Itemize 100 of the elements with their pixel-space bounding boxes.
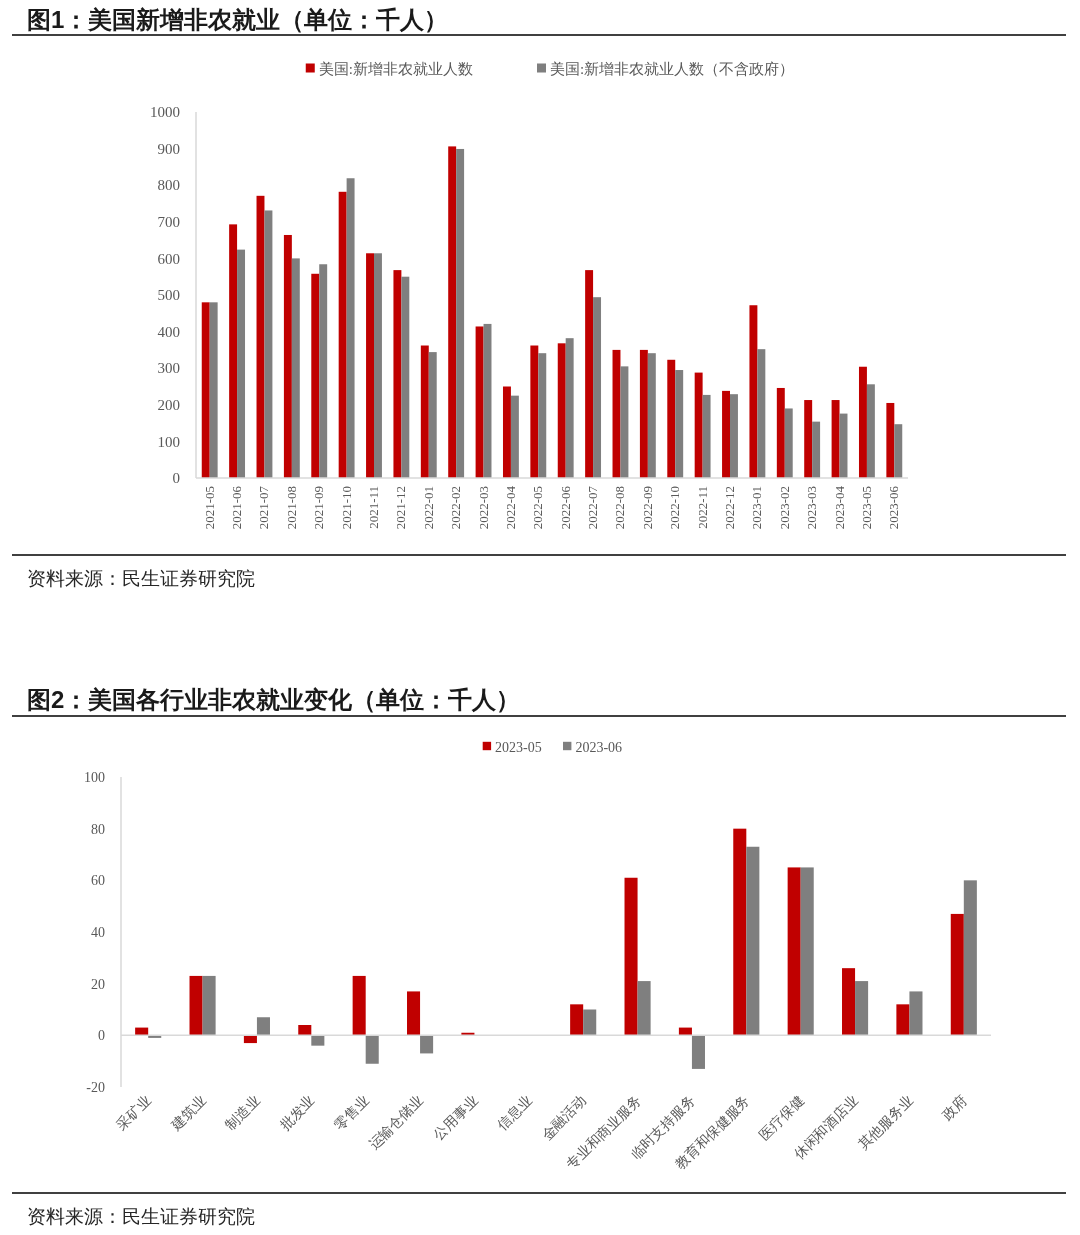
y-tick-label: 900 <box>157 140 180 157</box>
bar <box>393 270 402 478</box>
x-tick-label: 2021-12 <box>393 486 409 530</box>
legend-label: 美国:新增非农就业人数（不含政府） <box>550 61 795 78</box>
bar <box>730 394 738 478</box>
bar <box>319 264 328 478</box>
bar <box>538 353 547 478</box>
bar <box>702 394 711 478</box>
x-tick-label: 2021-10 <box>338 486 354 530</box>
bar <box>694 372 703 478</box>
bar <box>842 968 856 1036</box>
bar <box>855 981 869 1036</box>
bar <box>420 345 429 478</box>
x-tick-label: 采矿业 <box>114 1092 155 1133</box>
bar <box>746 846 760 1036</box>
bar <box>448 146 457 478</box>
bar <box>135 1027 149 1036</box>
bar <box>812 421 821 478</box>
bar <box>189 975 203 1036</box>
bar <box>570 1004 584 1036</box>
bar <box>352 975 366 1036</box>
bar <box>229 224 238 478</box>
y-tick-label: 100 <box>84 769 105 785</box>
x-tick-label: 2021-06 <box>229 485 245 530</box>
bar <box>583 1009 597 1036</box>
bar <box>620 366 629 478</box>
x-tick-label: 2021-05 <box>201 486 217 530</box>
x-tick-label: 2023-03 <box>804 486 820 530</box>
bar <box>565 338 574 478</box>
y-tick-label: 20 <box>91 976 105 992</box>
chart-title: 图2：美国各行业非农就业变化（单位：千人） <box>27 686 521 713</box>
y-tick-label: 60 <box>91 873 105 889</box>
x-tick-label: 制造业 <box>222 1092 264 1133</box>
bar <box>201 302 210 478</box>
bar <box>624 877 638 1036</box>
bar <box>950 913 964 1036</box>
bar <box>585 270 594 478</box>
y-tick-label: 300 <box>157 360 180 377</box>
bar <box>365 1035 379 1064</box>
x-tick-label: 批发业 <box>277 1092 318 1133</box>
bar <box>291 258 300 478</box>
bar <box>366 253 374 478</box>
x-tick-label: 2022-03 <box>475 486 491 530</box>
bar <box>722 390 730 478</box>
x-tick-label: 2021-11 <box>366 486 381 529</box>
bar <box>784 408 793 478</box>
bar <box>407 991 421 1036</box>
legend-label: 美国:新增非农就业人数 <box>318 61 473 78</box>
bar <box>311 1035 325 1046</box>
x-tick-label: 2022-10 <box>667 486 683 530</box>
bar <box>858 366 867 478</box>
x-tick-label: 2023-02 <box>776 486 792 530</box>
y-tick-label: 1000 <box>150 104 180 121</box>
x-tick-label: 2023-04 <box>831 485 847 530</box>
y-tick-label: -20 <box>86 1079 105 1095</box>
bar <box>787 867 801 1036</box>
x-tick-label: 政府 <box>939 1092 970 1123</box>
bar <box>420 1035 434 1054</box>
x-tick-label: 2022-07 <box>585 485 601 530</box>
text: 资料来源：民生证券研究院 <box>27 1206 255 1227</box>
bar <box>346 178 355 478</box>
x-tick-label: 零售业 <box>331 1092 372 1133</box>
y-tick-label: 0 <box>172 470 180 487</box>
x-tick-label: 2022-06 <box>557 485 573 530</box>
x-tick-label: 2022-02 <box>448 486 464 530</box>
bar <box>237 249 246 478</box>
legend-label: 2023-06 <box>575 739 623 755</box>
bar <box>374 253 382 478</box>
chart-title: 图1：美国新增非农就业（单位：千人） <box>27 6 449 33</box>
bar <box>804 400 813 478</box>
bar <box>733 828 747 1036</box>
bar <box>475 326 484 478</box>
x-tick-label: 2021-09 <box>311 486 327 530</box>
bar <box>401 276 410 478</box>
bar <box>202 975 216 1036</box>
y-tick-label: 600 <box>157 250 180 267</box>
text: 资料来源：民生证券研究院 <box>27 568 255 589</box>
x-tick-label: 2023-05 <box>858 486 874 530</box>
y-tick-label: 400 <box>157 323 180 340</box>
bar <box>866 384 875 478</box>
bar <box>456 148 465 478</box>
bar <box>647 353 656 478</box>
bar <box>831 400 840 478</box>
x-tick-label: 公用事业 <box>430 1092 481 1143</box>
legend-label: 2023-05 <box>495 739 542 755</box>
bar <box>283 234 292 478</box>
x-tick-label: 2023-01 <box>749 486 765 530</box>
x-tick-label: 建筑业 <box>167 1092 209 1134</box>
x-tick-label: 信息业 <box>494 1092 535 1133</box>
bar <box>896 1004 910 1036</box>
x-tick-label: 2022-12 <box>722 486 737 530</box>
x-tick-label: 2021-08 <box>283 486 299 530</box>
bar <box>243 1035 257 1044</box>
bar <box>886 402 895 478</box>
bar <box>264 210 273 478</box>
x-tick-label: 2022-01 <box>420 486 436 530</box>
bar <box>757 349 766 478</box>
x-tick-label: 2022-04 <box>502 485 518 530</box>
bar <box>338 191 347 478</box>
bar <box>557 343 566 478</box>
